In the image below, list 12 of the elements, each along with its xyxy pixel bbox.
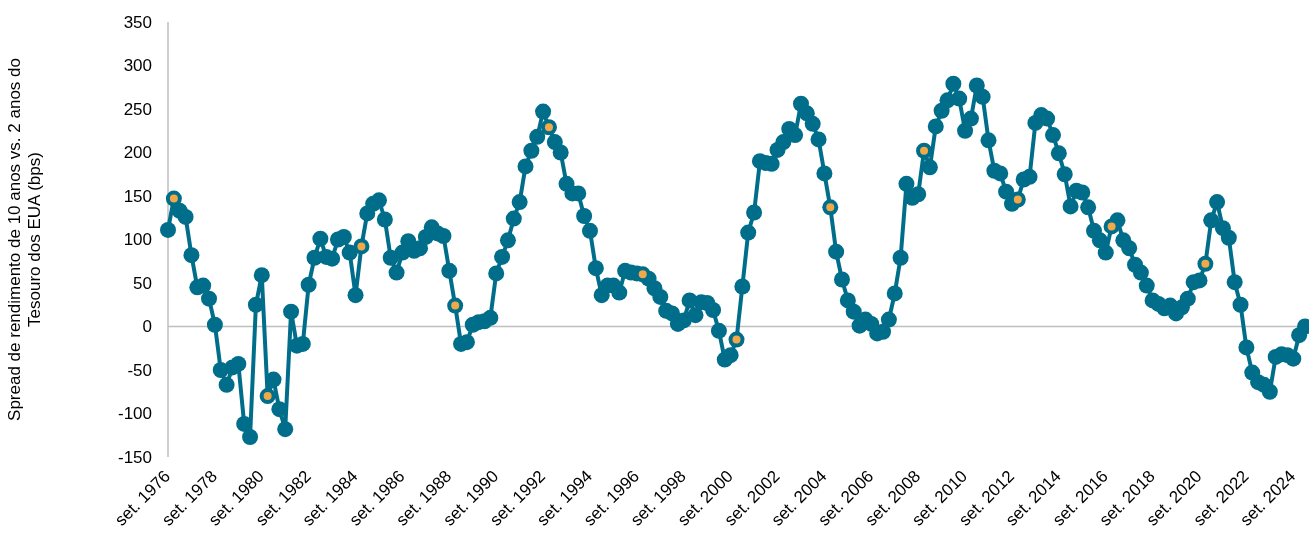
y-tick-label: -150 (117, 447, 152, 467)
y-tick-label: 50 (133, 273, 152, 293)
y-tick-label: -100 (117, 404, 152, 424)
y-tick-label: 200 (123, 143, 152, 163)
y-tick-label: 100 (123, 230, 152, 250)
y-axis-title: Spread de rendimento de 10 anos vs. 2 anos do Tesouro dos EUA (bps) (4, 58, 45, 421)
y-tick-label: 0 (142, 317, 152, 337)
y-tick-label: 300 (123, 56, 152, 76)
y-tick-label: 150 (123, 186, 152, 206)
y-tick-label: -50 (127, 360, 152, 380)
y-tick-label: 350 (123, 12, 152, 32)
y-tick-label: 250 (123, 99, 152, 119)
